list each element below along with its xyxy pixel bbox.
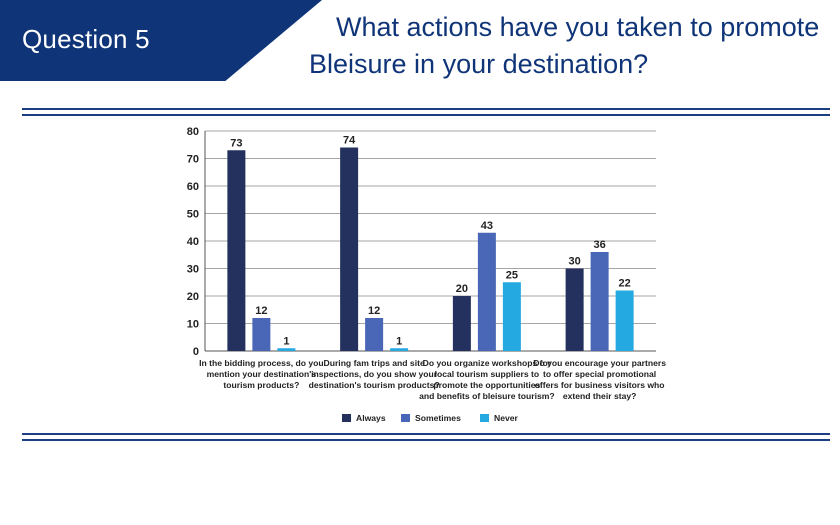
y-tick-label: 60 — [187, 181, 199, 193]
data-label: 12 — [255, 305, 267, 317]
y-tick-label: 30 — [187, 264, 199, 276]
category-label-3-line-1: Do you organize workshops for — [423, 358, 552, 368]
data-label: 1 — [396, 335, 402, 347]
bar-always-4 — [565, 268, 584, 351]
bar-sometimes-3 — [477, 232, 496, 351]
category-label-2-line-3: destination's tourism products? — [309, 380, 440, 390]
bar-sometimes-2 — [365, 318, 384, 351]
data-label: 12 — [368, 305, 380, 317]
category-label-1-line-3: tourism products? — [223, 380, 299, 390]
data-label: 22 — [619, 278, 631, 290]
bar-never-2 — [390, 348, 409, 351]
y-tick-label: 0 — [193, 346, 199, 358]
data-label: 36 — [594, 239, 606, 251]
category-label-3-line-4: and benefits of bleisure tourism? — [419, 391, 555, 401]
category-label-4-line-4: extend their stay? — [563, 391, 637, 401]
y-tick-label: 20 — [187, 291, 199, 303]
category-label-2-line-2: inspections, do you show your — [311, 369, 438, 379]
y-tick-label: 70 — [187, 154, 199, 166]
legend-swatch-sometimes — [401, 414, 410, 422]
page-title-line-2: Bleisure in your destination? — [309, 49, 649, 79]
legend-swatch-never — [480, 414, 489, 422]
legend-swatch-always — [342, 414, 351, 422]
bar-never-4 — [615, 290, 634, 351]
bar-always-1 — [227, 150, 246, 351]
bar-sometimes-4 — [590, 252, 609, 351]
category-label-4-line-1: Do you encourage your partners — [533, 358, 666, 368]
bar-never-1 — [277, 348, 296, 351]
bar-always-3 — [452, 296, 471, 351]
y-tick-label: 40 — [187, 236, 199, 248]
category-label-3-line-2: local tourism suppliers to — [435, 369, 540, 379]
legend-label-always: Always — [356, 413, 386, 423]
bar-sometimes-1 — [252, 318, 271, 351]
category-label-4-line-3: offers for business visitors who — [535, 380, 665, 390]
category-label-4-line-2: to offer special promotional — [543, 369, 656, 379]
bottom-rule-upper — [22, 433, 830, 435]
category-label-1-line-1: In the bidding process, do you — [199, 358, 324, 368]
category-label-1-line-2: mention your destination's — [207, 369, 317, 379]
bar-always-2 — [340, 147, 359, 351]
category-label-3-line-3: promote the opportunities — [433, 380, 540, 390]
data-label: 73 — [230, 137, 242, 149]
top-rule-upper — [22, 108, 830, 110]
data-label: 30 — [569, 256, 581, 268]
data-label: 1 — [283, 335, 289, 347]
legend-label-sometimes: Sometimes — [415, 413, 461, 423]
y-tick-label: 50 — [187, 209, 199, 221]
page-title-line-1: What actions have you taken to promote — [336, 12, 820, 42]
y-tick-label: 80 — [187, 126, 199, 138]
data-label: 20 — [456, 283, 468, 295]
category-label-2-line-1: During fam trips and site — [324, 358, 425, 368]
y-tick-label: 10 — [187, 319, 199, 331]
data-label: 74 — [343, 135, 356, 147]
data-label: 25 — [506, 269, 518, 281]
top-rule-lower — [22, 114, 830, 116]
legend-label-never: Never — [494, 413, 519, 423]
bottom-rule-lower — [22, 439, 830, 441]
data-label: 43 — [481, 220, 493, 232]
question-label: Question 5 — [22, 24, 150, 54]
bar-never-3 — [502, 282, 521, 351]
